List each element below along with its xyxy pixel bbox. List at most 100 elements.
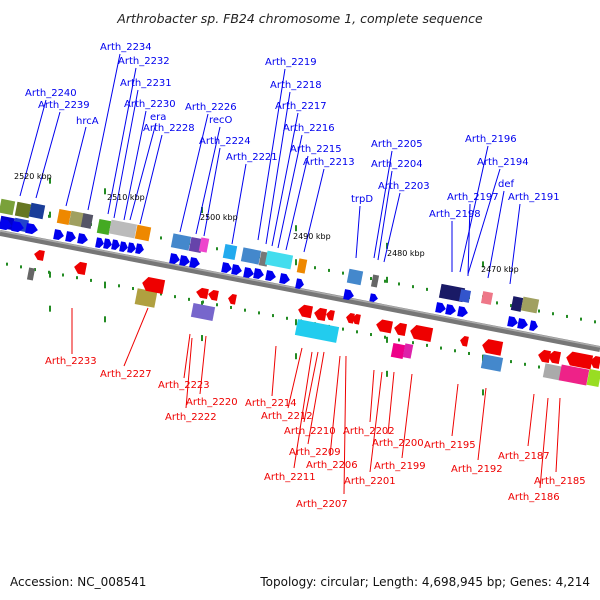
tick-dot	[454, 349, 456, 353]
label-leader-line	[293, 351, 313, 469]
forward-gene-arrow	[435, 302, 446, 314]
tick-dot	[496, 301, 498, 305]
major-tick	[201, 207, 203, 214]
gene-label: Arth_2231	[120, 78, 172, 89]
gene-label: Arth_2200	[372, 438, 424, 449]
label-leader-line	[373, 150, 393, 259]
tick-dot	[314, 266, 316, 270]
feature-box	[480, 354, 504, 372]
label-leader-line	[355, 205, 361, 259]
gene-label: Arth_2219	[265, 57, 317, 68]
major-tick	[295, 319, 297, 326]
label-leader-line	[477, 387, 487, 461]
tick-dot	[538, 365, 540, 369]
major-tick	[49, 305, 51, 312]
feature-box	[190, 303, 216, 321]
tick-dot	[188, 297, 190, 301]
forward-gene-arrow	[457, 306, 468, 318]
feature-box	[438, 283, 466, 303]
reverse-gene-arrow	[346, 313, 355, 324]
tick-dot	[76, 276, 78, 280]
gene-label: Arth_2206	[306, 460, 358, 471]
feature-box	[96, 218, 112, 236]
feature-box	[240, 247, 262, 265]
tick-dot	[510, 360, 512, 364]
gene-label: Arth_2230	[124, 99, 176, 110]
tick-dot	[328, 268, 330, 272]
forward-gene-arrow	[0, 218, 12, 231]
forward-gene-arrow	[253, 268, 264, 280]
gene-label: hrcA	[76, 116, 99, 127]
major-tick	[295, 353, 297, 360]
gene-label: Arth_2213	[303, 157, 355, 168]
forward-gene-arrow	[169, 253, 180, 265]
reverse-gene-arrow	[538, 349, 552, 364]
label-leader-line	[467, 203, 471, 277]
gene-label: Arth_2194	[477, 157, 529, 168]
tick-dot	[272, 314, 274, 318]
major-tick	[49, 177, 51, 184]
gene-label: Arth_2207	[296, 499, 348, 510]
label-leader-line	[401, 373, 413, 459]
label-leader-line	[183, 333, 191, 379]
major-tick	[104, 316, 106, 323]
tick-dot	[594, 320, 596, 324]
tick-label: 2470 kbp	[481, 265, 519, 274]
gene-label: Arth_2212	[261, 411, 313, 422]
reverse-gene-arrow	[410, 324, 434, 342]
major-tick	[201, 301, 203, 308]
gene-label: Arth_2240	[25, 88, 77, 99]
gene-label: Arth_2197	[447, 192, 499, 203]
label-leader-line	[383, 192, 401, 263]
label-leader-line	[387, 371, 395, 435]
forward-gene-arrow	[445, 304, 456, 316]
tick-dot	[216, 303, 218, 307]
gene-arrows	[0, 218, 600, 370]
feature-box	[390, 342, 406, 360]
label-leader-line	[377, 170, 393, 261]
tick-dot	[370, 333, 372, 337]
forward-gene-arrow	[65, 231, 76, 243]
feature-box	[80, 213, 94, 229]
tick-dot	[216, 247, 218, 251]
gene-label: def	[498, 179, 515, 190]
forward-gene-arrow	[529, 320, 538, 331]
gene-label: Arth_2227	[100, 369, 152, 380]
forward-gene-arrow	[119, 241, 128, 252]
gene-label: Arth_2222	[165, 412, 217, 423]
tick-dot	[384, 279, 386, 283]
reverse-gene-arrow	[196, 287, 209, 300]
label-leader-line	[65, 126, 87, 207]
label-leader-line	[179, 113, 209, 233]
feature-box	[134, 288, 158, 308]
label-leader-line	[195, 126, 221, 235]
reverse-gene-arrow	[566, 351, 594, 370]
tick-dot	[258, 311, 260, 315]
tick-dot	[342, 271, 344, 275]
gene-label: Arth_2220	[186, 397, 238, 408]
label-leader-line	[285, 155, 309, 251]
tick-dot	[34, 268, 36, 272]
gene-label: recO	[209, 115, 233, 126]
label-leader-line	[509, 203, 521, 285]
tick-dot	[160, 236, 162, 240]
tick-dot	[384, 335, 386, 339]
reverse-gene-arrow	[590, 356, 600, 369]
gene-label: Arth_2217	[275, 101, 327, 112]
tick-dot	[510, 304, 512, 308]
label-leader-line	[113, 89, 139, 219]
tick-dot	[552, 312, 554, 316]
gene-label: Arth_2203	[378, 181, 430, 192]
gene-label: era	[150, 112, 166, 123]
gene-label: Arth_2239	[38, 100, 90, 111]
feature-box	[68, 210, 86, 228]
forward-gene-arrow	[221, 262, 232, 274]
reverse-gene-arrow	[208, 289, 219, 301]
label-leader-line	[265, 91, 291, 245]
gene-label: Arth_2198	[429, 209, 481, 220]
label-leader-line	[231, 163, 247, 245]
feature-box	[294, 319, 340, 343]
label-leader-line	[87, 53, 121, 211]
gene-label: Arth_2232	[118, 56, 170, 67]
